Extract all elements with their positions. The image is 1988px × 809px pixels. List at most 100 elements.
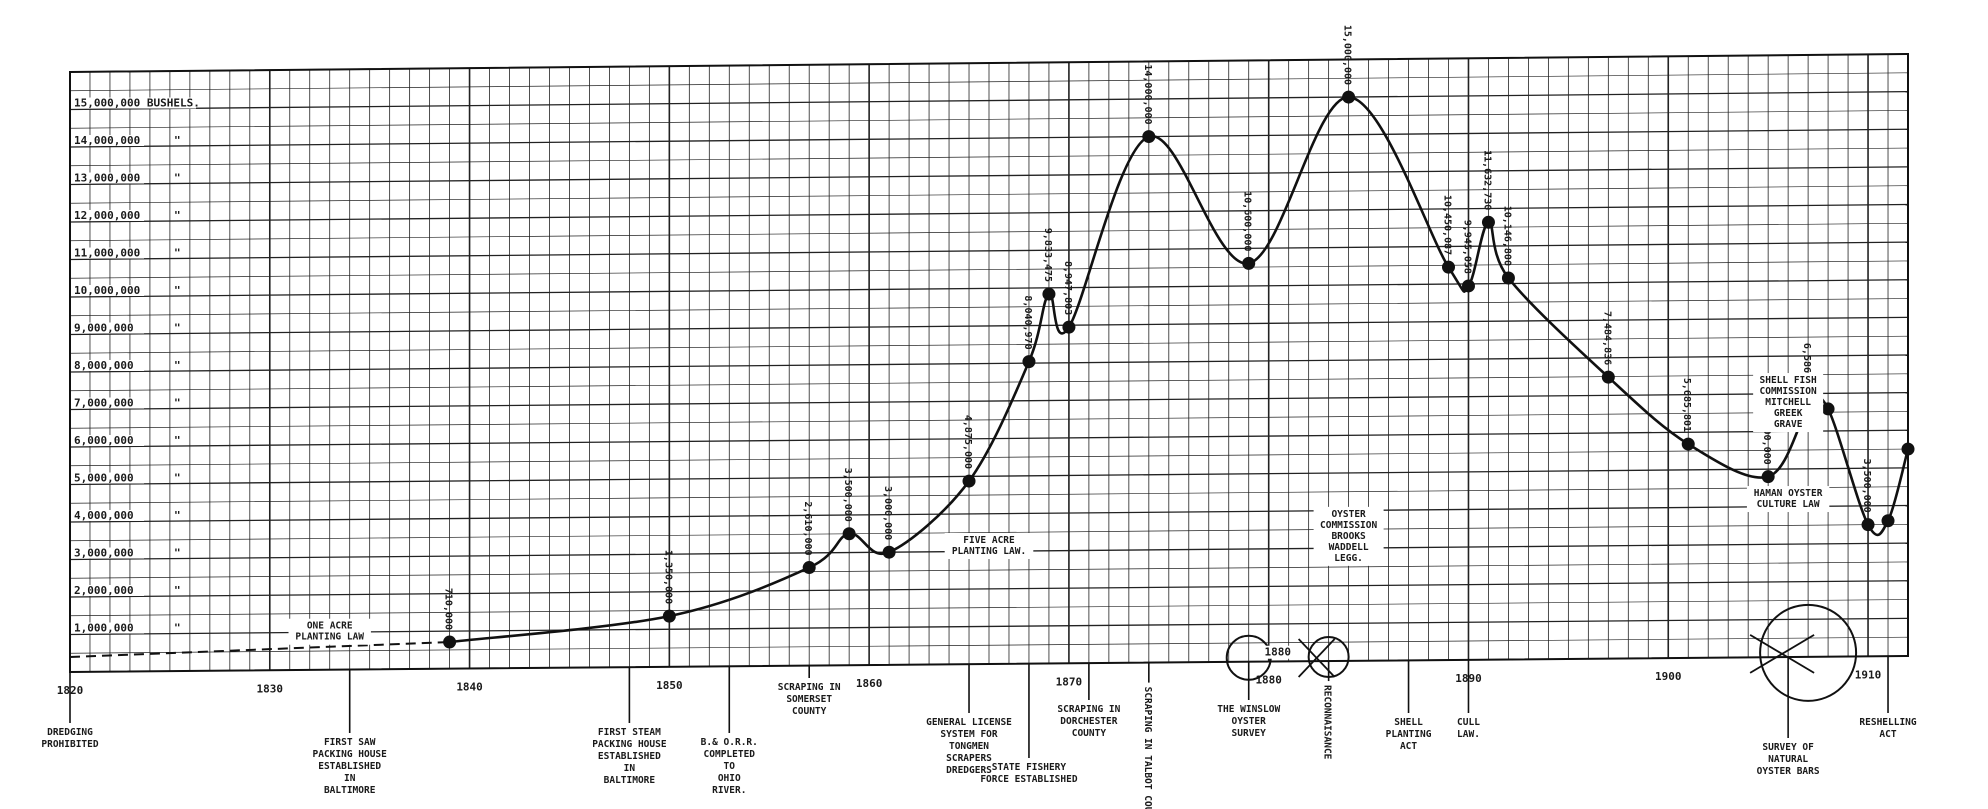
grid-hline: [69, 429, 1909, 448]
grid-hline: [69, 335, 1909, 354]
y-axis-ticks: 1,000,000 " 2,000,000 " 3,000,000 " 4,000,000 "…: [72, 97, 200, 635]
grid-hline: [69, 147, 1909, 167]
grid-hline: [69, 241, 1909, 261]
grid-hline: [69, 448, 1909, 467]
event-vertical: RECONNAISANCE: [1322, 685, 1333, 760]
plot-frame: [69, 52, 1909, 674]
data-label: 10,600,000: [1242, 191, 1253, 251]
y-tick-label: 15,000,000 BUSHELS.: [74, 97, 200, 110]
data-point: [1461, 279, 1475, 293]
data-point: [1601, 370, 1615, 384]
data-label: 1,350,000: [662, 550, 673, 604]
data-label: 10,146,800: [1501, 206, 1512, 266]
event-above: OYSTER COMMISSION BROOKS WADDELL LEGG.: [1320, 509, 1377, 564]
grid-hline: [69, 128, 1909, 148]
series-points: [443, 90, 1915, 649]
grid-hline: [69, 523, 1909, 542]
ditto-mark: ": [174, 322, 181, 335]
circle-marker: [1759, 603, 1858, 702]
x-tick-label: 1860: [856, 677, 883, 690]
event-below: GENERAL LICENSE SYSTEM FOR TONGMEN SCRAPERS…: [926, 717, 1012, 776]
data-label: 10,450,087: [1442, 195, 1453, 255]
data-point: [962, 474, 976, 488]
event-below: SCRAPING IN DORCHESTER COUNTY: [1057, 704, 1120, 739]
y-tick-bg: [72, 360, 144, 371]
data-label: 15,000,000: [1342, 25, 1353, 85]
y-tick-bg: [72, 210, 144, 221]
event-below: DREDGING PROHIBITED: [41, 727, 98, 750]
cross-mark: [1749, 634, 1815, 674]
grid-hline: [69, 467, 1909, 486]
event-above-bg: [1753, 373, 1824, 433]
x-tick-label: 1830: [257, 682, 284, 695]
event-below: SCRAPING IN SOMERSET COUNTY: [778, 682, 841, 717]
y-tick-label: 9,000,000: [74, 322, 134, 335]
ditto-mark: ": [174, 622, 181, 635]
data-point: [1242, 256, 1256, 270]
grid-hline: [69, 580, 1909, 598]
event-above: SHELL FISH COMMISSION MITCHELL GREEK GRAVE: [1760, 375, 1817, 430]
grid-hline: [69, 486, 1909, 504]
y-tick-label: 14,000,000: [74, 134, 140, 147]
grid: [69, 52, 1909, 674]
grid-hline: [69, 166, 1909, 186]
grid-hline: [69, 504, 1909, 523]
data-label: 4,875,000: [962, 415, 973, 469]
event-below: STATE FISHERY FORCE ESTABLISHED: [980, 762, 1078, 785]
y-tick-bg: [72, 585, 144, 596]
ditto-mark: ": [174, 284, 181, 297]
event-above-bg: [1313, 506, 1384, 566]
data-point: [842, 527, 856, 541]
data-point: [1342, 90, 1356, 104]
x-tick-label: 1880: [1255, 674, 1282, 687]
event-above-bg: [944, 533, 1034, 559]
ditto-mark: ": [174, 584, 181, 597]
data-point: [802, 561, 816, 575]
y-tick-bg: [72, 510, 144, 521]
cross-mark: [1297, 638, 1336, 678]
y-tick-bg: [72, 435, 144, 446]
event-below: SURVEY OF NATURAL OYSTER BARS: [1757, 742, 1820, 777]
x-tick-label: 1850: [656, 679, 683, 692]
ditto-mark: ": [174, 434, 181, 447]
grid-hline: [69, 110, 1909, 129]
event-below: FIRST STEAM PACKING HOUSE ESTABLISHED IN BAL…: [592, 727, 667, 786]
y-tick-bg: [72, 172, 144, 184]
y-tick-label: 5,000,000: [74, 472, 134, 485]
x-tick-label: 1910: [1855, 668, 1882, 681]
data-label: 11,632,730: [1481, 150, 1492, 210]
data-point: [662, 609, 676, 623]
y-tick-label: 6,000,000: [74, 434, 134, 447]
circle-marker-bg: [1264, 645, 1291, 659]
ditto-mark: ": [174, 397, 181, 410]
data-point: [1442, 260, 1455, 274]
y-tick-bg: [72, 622, 144, 634]
data-point: [882, 545, 896, 559]
data-point: [1481, 215, 1495, 229]
y-tick-bg: [72, 97, 196, 109]
y-tick-bg: [72, 247, 144, 259]
y-tick-label: 11,000,000: [74, 247, 140, 260]
event-below: FIRST SAW PACKING HOUSE ESTABLISHED IN BALTI…: [313, 737, 388, 796]
data-point: [1861, 518, 1875, 532]
event-above: FIVE ACRE PLANTING LAW.: [952, 535, 1026, 557]
data-point: [1142, 130, 1156, 144]
data-label: 5,685,801: [1681, 378, 1692, 432]
event-annotations: ONE ACRE PLANTING LAW FIVE ACRE PLANTING LA…: [41, 373, 1917, 809]
grid-hline: [69, 203, 1909, 223]
data-label: 14,000,000: [1142, 64, 1153, 124]
data-point: [1881, 514, 1895, 528]
event-below: CULL LAW.: [1457, 717, 1480, 740]
data-point: [1821, 402, 1835, 416]
x-tick-label: 1900: [1655, 670, 1682, 683]
data-point: [1042, 287, 1056, 301]
grid-hline: [69, 617, 1909, 636]
data-point: [1681, 437, 1695, 451]
y-tick-label: 4,000,000: [74, 509, 134, 522]
grid-hline: [69, 391, 1909, 411]
data-label: 710,000: [443, 588, 454, 630]
data-label: 7,484,836: [1601, 311, 1612, 365]
data-point: [1062, 320, 1076, 334]
grid-hline: [69, 411, 1909, 429]
